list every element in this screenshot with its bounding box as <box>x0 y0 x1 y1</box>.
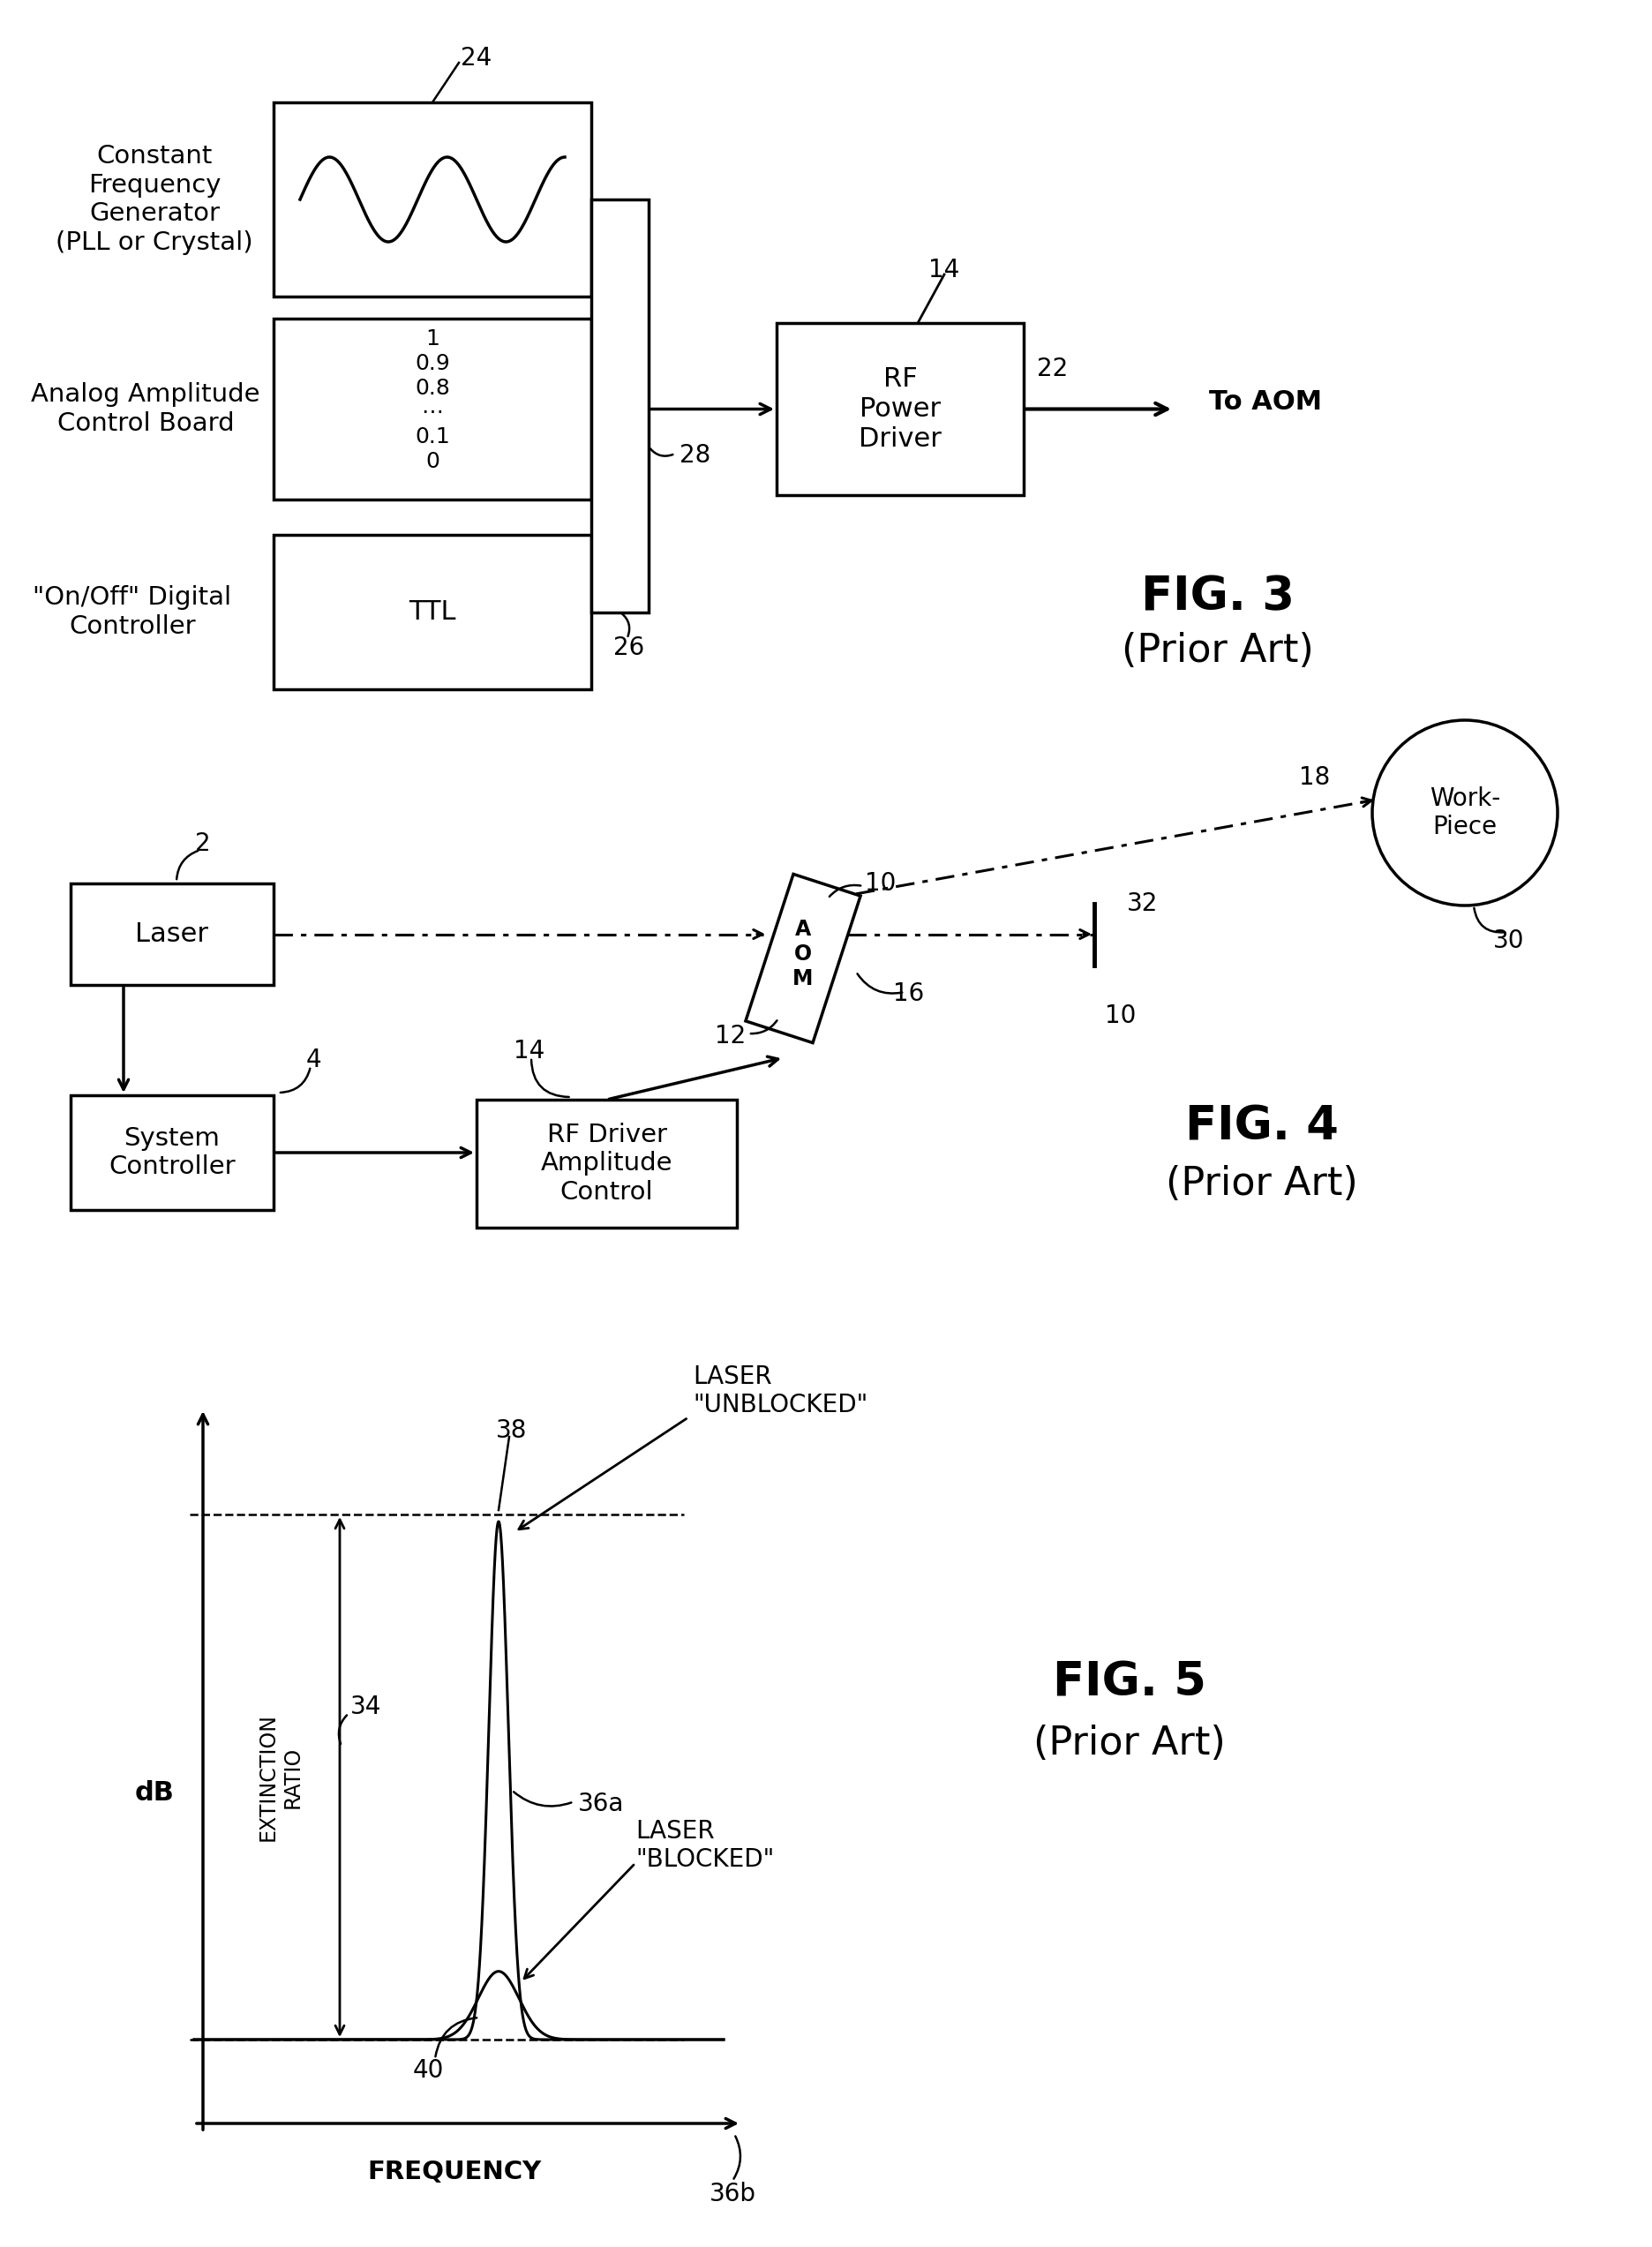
Bar <box>274 535 591 690</box>
Text: 26: 26 <box>613 636 644 661</box>
Text: To AOM: To AOM <box>1209 389 1322 416</box>
Text: (Prior Art): (Prior Art) <box>1034 1726 1226 1764</box>
Text: 36b: 36b <box>709 2182 757 2207</box>
Text: 2: 2 <box>195 831 211 856</box>
Bar <box>591 200 649 611</box>
Text: Constant
Frequency
Generator
(PLL or Crystal): Constant Frequency Generator (PLL or Cry… <box>56 144 253 254</box>
Text: A
O
M: A O M <box>793 919 813 989</box>
Text: 14: 14 <box>514 1038 545 1063</box>
Text: 22: 22 <box>1037 357 1069 382</box>
Text: 10: 10 <box>866 872 895 897</box>
Text: 1
0.9
0.8
⋯
0.1
0: 1 0.9 0.8 ⋯ 0.1 0 <box>415 328 449 472</box>
Text: System
Controller: System Controller <box>109 1126 236 1180</box>
Text: Laser: Laser <box>135 921 208 946</box>
Text: RF Driver
Amplitude
Control: RF Driver Amplitude Control <box>540 1124 672 1204</box>
Text: LASER
"UNBLOCKED": LASER "UNBLOCKED" <box>692 1364 867 1418</box>
Text: 18: 18 <box>1300 766 1330 791</box>
Text: RF
Power
Driver: RF Power Driver <box>859 366 942 452</box>
Text: dB: dB <box>134 1780 173 1804</box>
Bar <box>745 874 861 1043</box>
Text: 34: 34 <box>350 1694 382 1719</box>
Circle shape <box>1373 721 1558 906</box>
Text: 12: 12 <box>715 1025 745 1049</box>
Text: (Prior Art): (Prior Art) <box>1166 1164 1358 1202</box>
Text: LASER
"BLOCKED": LASER "BLOCKED" <box>636 1818 775 1872</box>
Text: TTL: TTL <box>408 600 456 625</box>
Bar <box>71 1094 274 1209</box>
Text: FREQUENCY: FREQUENCY <box>367 2159 542 2184</box>
Text: EXTINCTION
RATIO: EXTINCTION RATIO <box>258 1712 304 1840</box>
Text: 30: 30 <box>1493 928 1525 953</box>
Text: 4: 4 <box>306 1047 320 1072</box>
Text: 16: 16 <box>894 982 925 1007</box>
Bar <box>776 324 1024 494</box>
Text: FIG. 4: FIG. 4 <box>1184 1103 1338 1148</box>
Text: (Prior Art): (Prior Art) <box>1122 631 1313 670</box>
Text: 28: 28 <box>679 443 710 467</box>
Text: Analog Amplitude
Control Board: Analog Amplitude Control Board <box>31 382 259 436</box>
Text: 24: 24 <box>461 45 492 70</box>
Text: "On/Off" Digital
Controller: "On/Off" Digital Controller <box>33 586 231 638</box>
Bar <box>476 1099 737 1227</box>
Text: 14: 14 <box>928 258 960 283</box>
Text: Work-
Piece: Work- Piece <box>1429 786 1500 840</box>
Text: FIG. 5: FIG. 5 <box>1052 1658 1206 1705</box>
Text: 32: 32 <box>1127 892 1158 917</box>
Text: 10: 10 <box>1105 1004 1137 1029</box>
Bar <box>274 103 591 297</box>
Text: 38: 38 <box>496 1418 527 1443</box>
Text: 36a: 36a <box>578 1791 624 1816</box>
Text: FIG. 3: FIG. 3 <box>1142 573 1295 620</box>
Text: 40: 40 <box>413 2058 444 2083</box>
Bar <box>71 883 274 984</box>
Bar <box>274 319 591 499</box>
